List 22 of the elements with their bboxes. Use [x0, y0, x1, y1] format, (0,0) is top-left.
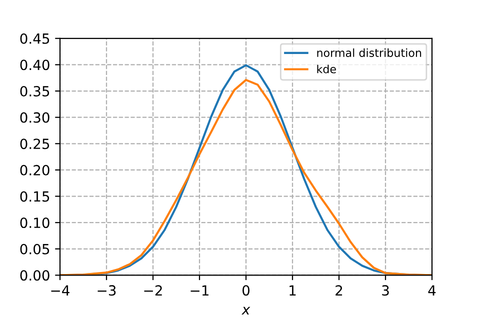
y-tick-label: 0.40 — [20, 60, 50, 70]
x-tick-label: 2 — [336, 285, 342, 296]
y-tick-label: 0.00 — [20, 270, 50, 281]
x-tick-label: −4 — [51, 285, 70, 296]
y-tick-label: 0.10 — [20, 218, 50, 228]
y-tick-label: 0.25 — [20, 138, 50, 150]
x-tick-label: 4 — [428, 285, 436, 296]
y-tick-label: 0.20 — [20, 164, 50, 176]
x-tick-label: 0 — [242, 285, 250, 296]
x-tick-label: 1 — [290, 285, 296, 296]
legend-label: kde — [317, 64, 336, 74]
y-tick-label: 0.05 — [20, 244, 50, 254]
x-tick-label: −2 — [144, 285, 162, 296]
y-tick-label: 0.35 — [20, 86, 50, 96]
legend-label: normal distribution — [317, 48, 422, 57]
x-tick-label: 3 — [382, 285, 389, 296]
y-tick-label: 0.30 — [20, 112, 50, 123]
x-axis-title: x — [242, 306, 250, 314]
y-tick-label: 0.15 — [20, 191, 50, 202]
x-tick-label: −1 — [190, 285, 208, 296]
y-tick-label: 0.45 — [20, 33, 50, 44]
x-tick-label: −3 — [98, 285, 116, 296]
